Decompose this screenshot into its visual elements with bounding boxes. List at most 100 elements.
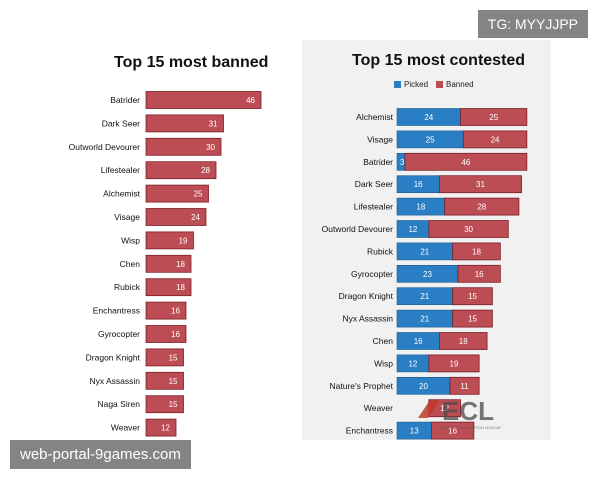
category-label: Batrider: [363, 157, 393, 167]
bar-banned: [145, 418, 177, 437]
category-label: Wisp: [121, 235, 140, 245]
category-label: Visage: [114, 212, 140, 222]
data-label-picked: 24: [424, 113, 433, 122]
category-label: Rubick: [114, 282, 141, 292]
category-label: Gyrocopter: [98, 329, 140, 339]
data-label-banned: 15: [468, 315, 477, 324]
bar-banned: [145, 278, 192, 297]
category-label: Visage: [367, 134, 393, 144]
data-label: 30: [206, 143, 215, 152]
category-label: Naga Siren: [97, 399, 140, 409]
data-label-picked: 12: [408, 359, 417, 368]
category-label: Lifestealer: [101, 165, 140, 175]
category-label: Enchantress: [346, 426, 393, 436]
bar-banned: [145, 91, 262, 109]
category-label: Rubick: [367, 246, 394, 256]
data-label: 28: [201, 166, 210, 175]
bar-banned: [431, 421, 475, 440]
data-label-picked: 16: [414, 337, 423, 346]
ecl-logo-mark: [418, 400, 440, 418]
data-label-banned: 31: [476, 180, 485, 189]
bar-banned: [462, 130, 528, 149]
legend-item-banned: Banned: [436, 80, 474, 89]
category-label: Chen: [373, 336, 394, 346]
data-label: 46: [246, 96, 255, 105]
category-label: Nyx Assassin: [342, 314, 393, 324]
data-label: 31: [209, 119, 218, 128]
category-label: Alchemist: [356, 112, 393, 122]
bar-banned: [145, 137, 222, 156]
data-label: 19: [179, 236, 188, 245]
bar-banned: [145, 114, 224, 133]
category-label: Outworld Devourer: [322, 224, 394, 234]
category-label: Dark Seer: [102, 118, 140, 128]
bar-banned: [438, 332, 488, 350]
bar-banned: [145, 325, 187, 343]
category-label: Outworld Devourer: [69, 142, 141, 152]
data-label-picked: 23: [423, 270, 432, 279]
most-banned-chart-panel: Top 15 most banned Batrider 46 Dark Seer 31…: [48, 40, 300, 440]
category-label: Alchemist: [103, 189, 140, 199]
data-label-picked: 3: [400, 158, 405, 167]
data-label-banned: 19: [450, 359, 459, 368]
legend-item-picked: Picked: [394, 80, 428, 89]
bar-banned: [145, 184, 209, 203]
data-label-picked: 13: [410, 427, 419, 436]
bar-banned: [145, 395, 184, 414]
data-label-picked: 25: [426, 135, 435, 144]
data-label: 16: [171, 330, 180, 339]
legend-swatch-picked: [394, 81, 401, 88]
data-label-banned: 46: [461, 158, 470, 167]
data-label-picked: 12: [408, 225, 417, 234]
ecl-logo-subtext: ESPORTS CHAMPION LEAGUE: [442, 425, 501, 430]
category-label: Lifestealer: [354, 202, 393, 212]
most-contested-chart-title: Top 15 most contested: [352, 52, 526, 69]
data-label: 15: [169, 400, 178, 409]
category-label: Weaver: [111, 423, 140, 433]
ecl-logo-text: ECL: [442, 396, 494, 426]
category-label: Dragon Knight: [86, 352, 141, 362]
data-label-banned: 16: [475, 270, 484, 279]
data-label: 24: [191, 213, 200, 222]
category-label: Chen: [120, 259, 141, 269]
legend-swatch-banned: [436, 81, 444, 88]
category-label: Dark Seer: [355, 179, 393, 189]
data-label-banned: 25: [489, 113, 498, 122]
most-banned-chart-title: Top 15 most banned: [114, 54, 269, 71]
legend-label-banned: Banned: [446, 80, 474, 89]
data-label-banned: 18: [472, 247, 481, 256]
bar-banned: [452, 287, 493, 306]
category-label: Gyrocopter: [351, 269, 393, 279]
bar-banned: [428, 354, 480, 373]
bar-banned: [460, 108, 528, 126]
data-label-banned: 15: [468, 292, 477, 301]
data-label-banned: 28: [477, 203, 486, 212]
most-banned-chart-svg: Batrider 46 Dark Seer 31 Outworld Devourer 30…: [69, 91, 262, 437]
legend-label-picked: Picked: [404, 80, 429, 89]
data-label: 16: [171, 307, 180, 316]
bar-banned: [452, 242, 501, 261]
tg-watermark: TG: MYYJJPP: [477, 10, 588, 38]
data-label-picked: 21: [420, 292, 429, 301]
bar-banned: [145, 371, 184, 390]
bar-banned: [145, 254, 192, 273]
data-label-picked: 20: [419, 382, 428, 391]
data-label: 15: [169, 353, 178, 362]
category-label: Dragon Knight: [339, 291, 394, 301]
category-label: Batrider: [110, 95, 140, 105]
data-label: 18: [176, 260, 185, 269]
data-label: 15: [169, 377, 178, 386]
data-label-picked: 21: [420, 315, 429, 324]
bar-banned: [449, 376, 480, 395]
data-label-banned: 11: [460, 382, 469, 391]
bar-banned: [145, 161, 217, 180]
data-label-banned: 30: [464, 225, 473, 234]
bar-banned: [145, 301, 187, 320]
portal-watermark: web-portal-9games.com: [10, 440, 191, 469]
data-label: 18: [176, 283, 185, 292]
data-label: 25: [194, 190, 203, 199]
bar-banned: [457, 264, 501, 283]
bar-banned: [438, 175, 522, 194]
data-label-banned: 18: [459, 337, 468, 346]
category-label: Nyx Assassin: [89, 376, 140, 386]
